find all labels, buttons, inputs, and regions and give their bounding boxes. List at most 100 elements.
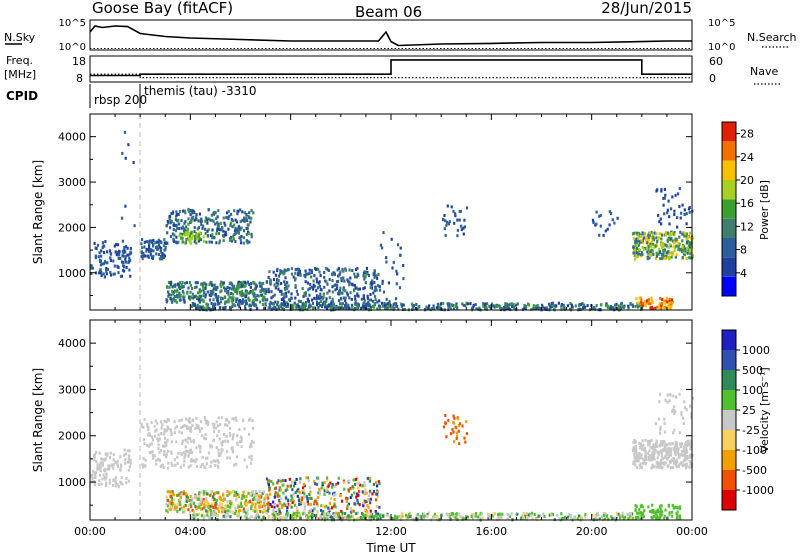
vel-cells-cell [187, 452, 190, 456]
power-cells-cell [283, 292, 286, 296]
vel-cells-cell [266, 509, 270, 513]
velocity-colorbar-swatch [722, 390, 736, 410]
vel-cells-cell [129, 458, 132, 462]
vel-cells-cell [333, 493, 336, 497]
vel-cells-cell [205, 509, 208, 513]
power-cells-cell [260, 293, 263, 297]
vel-cells-cell [280, 497, 283, 501]
power-cells-cell [232, 296, 235, 300]
vel-cells-cell [663, 463, 666, 467]
power-cells-cell [397, 307, 400, 311]
power-cells-cell [123, 130, 127, 134]
vel-cells-cell [236, 441, 239, 445]
vel-cells-cell [333, 513, 336, 517]
power-cells-cell [203, 291, 206, 295]
vel-cells-cell [490, 513, 493, 517]
vel-cells-cell [165, 495, 168, 499]
vel-cells-cell [470, 512, 473, 516]
nsky-series-line [89, 25, 692, 47]
power-cells-cell [675, 253, 678, 256]
power-cells-cell [98, 251, 101, 255]
vel-cells-cell [187, 508, 190, 512]
vel-cells-cell [668, 511, 671, 515]
vel-cells-cell [661, 466, 664, 470]
power-cells-cell [655, 189, 658, 193]
vel-cells-cell [660, 513, 663, 517]
vel-cells-cell [578, 514, 581, 518]
vel-cells-cell [234, 494, 237, 498]
vel-cells-cell [209, 510, 213, 514]
power-cells-cell [127, 261, 130, 265]
power-cells-cell [685, 257, 688, 260]
power-cells-cell [372, 291, 375, 295]
power-cells-cell [672, 232, 675, 236]
nave-series-line [90, 73, 692, 79]
vel-cells-cell [205, 490, 208, 494]
vel-cells-cell [363, 481, 366, 485]
vel-cells-cell [286, 506, 289, 510]
power-cells-cell [244, 307, 247, 311]
power-cells-cell [234, 240, 237, 243]
nsky-panel: N.Sky 10^5 10^0 10^5 10^0 N.Search [4, 18, 797, 53]
power-cells-cell [686, 240, 689, 244]
vel-cells-cell [326, 486, 329, 490]
vel-cells-cell [261, 504, 264, 508]
vel-cells-cell [678, 505, 682, 509]
power-cells-cell [363, 299, 366, 303]
power-cells-cell [241, 218, 244, 222]
vel-cells-cell [375, 480, 378, 484]
vel-cells-cell [655, 509, 658, 513]
vel-cells-cell [162, 453, 166, 457]
vel-cells-cell [353, 502, 356, 506]
power-cells-cell [582, 303, 586, 307]
power-cells-cell [150, 256, 154, 260]
power-cells-cell [671, 195, 674, 199]
vel-cells-cell [524, 513, 527, 517]
power-cells-cell [655, 242, 658, 246]
power-cells-cell [452, 209, 455, 213]
power-cells-cell [442, 301, 445, 305]
power-cells-cell [248, 283, 251, 286]
freq-label: Freq. [6, 54, 33, 67]
vel-cells-cell [224, 506, 228, 510]
vel-cells-cell [369, 512, 372, 516]
power-cells-cell [202, 287, 205, 291]
power-cells-cell [446, 220, 449, 224]
vel-cells-cell [674, 440, 677, 444]
nsky-label: N.Sky [4, 31, 36, 44]
power-cells-cell [355, 268, 358, 271]
power-cells-cell [242, 229, 246, 233]
power-cells-cell [187, 217, 190, 221]
power-cells-cell [541, 303, 544, 307]
power-cells-cell [344, 268, 347, 272]
vel-cells-cell [453, 440, 456, 444]
vel-cells-cell [637, 511, 640, 515]
power-cells-cell [173, 299, 176, 303]
vel-cells-cell [172, 492, 175, 496]
vel-cells-cell [290, 499, 293, 502]
vel-cells-cell [576, 517, 579, 521]
vel-cells-cell [229, 505, 232, 509]
vel-cells-cell [146, 443, 149, 447]
power-cells-cell [366, 294, 369, 298]
vel-cells-cell [413, 517, 416, 521]
vel-cells-cell [651, 463, 654, 467]
power-cells-cell [238, 282, 241, 286]
vel-cells-cell [319, 516, 322, 520]
power-cells-cell [323, 285, 326, 289]
power-cells-cell [290, 296, 293, 300]
power-cells-cell [284, 283, 287, 287]
power-cells-cell [636, 301, 640, 305]
vel-cells-cell [201, 500, 204, 504]
power-cells-cell [655, 257, 658, 261]
power-cells-cell [252, 299, 255, 303]
power-cells-cell [227, 209, 230, 213]
vel-cells-cell [497, 515, 500, 519]
vel-cells-cell [166, 504, 170, 508]
vel-cells-cell [667, 446, 670, 450]
vel-cells-cell [158, 437, 161, 441]
power-cells-cell [181, 232, 184, 236]
vel-cells-cell [94, 474, 97, 478]
power-cells-cell [250, 209, 253, 213]
power-cells-cell [224, 296, 227, 300]
